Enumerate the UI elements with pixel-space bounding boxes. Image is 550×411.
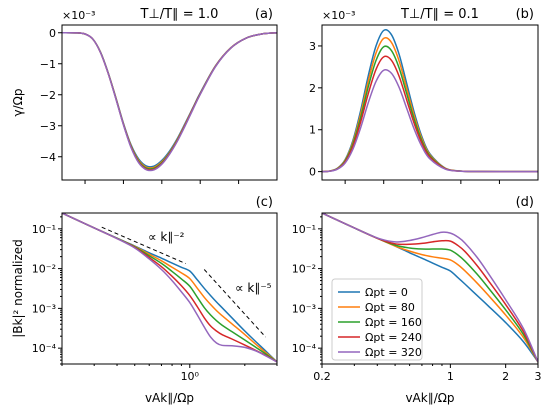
legend-label: Ωpt = 0 (365, 286, 408, 299)
panel-d-xtick-label: 1 (447, 370, 454, 383)
panel-d-ytick-label: 10⁻⁴ (292, 342, 317, 355)
panel-b-title: T⊥/T∥ = 0.1 (400, 7, 479, 22)
panel-c-xtick-label: 10⁰ (181, 370, 200, 383)
panel-d-series-group (322, 213, 538, 363)
panel-d-frame (321, 212, 539, 365)
panel-b-ytick-label: 1 (309, 124, 316, 137)
panel-c-series-line (62, 213, 277, 363)
panel-c: 10⁻¹ 10⁻² 10⁻³ 10⁻⁴ 10⁰ (c) |Bk|² normalized vA… (11, 195, 278, 405)
panel-d-ytick-label: 10⁻³ (292, 302, 316, 315)
panel-a-ytick-label: 0 (49, 27, 56, 40)
panel-c-ylabel: |Bk|² normalized (11, 239, 25, 338)
legend-label: Ωpt = 320 (365, 346, 422, 359)
panel-d-panel-label: (d) (516, 195, 534, 210)
panel-b-series-line (322, 68, 538, 173)
legend-label: Ωpt = 80 (365, 301, 415, 314)
panel-b-y-multiplier: ×10⁻³ (322, 9, 355, 22)
panel-b-ytick-label: 3 (309, 40, 316, 53)
panel-c-series-group (62, 213, 277, 363)
panel-a-y-multiplier: ×10⁻³ (62, 9, 95, 22)
panel-a-series-line (62, 32, 277, 170)
legend-frame (331, 278, 423, 361)
panel-a-series-group (62, 32, 277, 172)
panel-a-ytick-label: −4 (40, 151, 56, 164)
panel-d-legend: Ωpt = 0 Ωpt = 80 Ωpt = 160 Ωpt = 240 Ωpt = 3… (331, 278, 423, 361)
panel-c-panel-label: (c) (256, 195, 273, 210)
panel-c-annotation: ∝ k∥⁻⁵ (235, 281, 272, 295)
panel-b-series-line (322, 37, 538, 173)
panel-b-panel-label: (b) (516, 7, 534, 22)
panel-d-xtick-label: 3 (535, 370, 542, 383)
legend-label: Ωpt = 160 (365, 316, 422, 329)
legend-label: Ωpt = 240 (365, 331, 422, 344)
panel-a-series-line (62, 32, 277, 171)
panel-c-reference-line (203, 269, 267, 338)
panel-b-ytick-label: 0 (309, 166, 316, 179)
panel-a-title: T⊥/T∥ = 1.0 (140, 7, 219, 22)
panel-c-reference-line (101, 226, 186, 265)
panel-b-ytick-label: 2 (309, 82, 316, 95)
panel-b-series-group (322, 29, 538, 173)
panel-a-ytick-label: −2 (40, 89, 56, 102)
panel-d-xtick-label: 0.2 (313, 370, 331, 383)
panel-a-ytick-label: −1 (40, 58, 56, 71)
panel-d-series-line (322, 213, 538, 363)
panel-c-ytick-label: 10⁻³ (32, 302, 56, 315)
panel-c-ytick-label: 10⁻¹ (32, 223, 56, 236)
panel-c-annotation: ∝ k∥⁻² (148, 230, 185, 244)
panel-a: 0 −1 −2 −3 −4 ×10⁻³ T⊥/T∥ = 1.0 (a) γ/Ωp (11, 7, 278, 184)
panel-d-xtick-label: 2 (502, 370, 509, 383)
panel-a-series-line (62, 32, 277, 169)
panel-a-series-line (62, 32, 277, 172)
panel-a-panel-label: (a) (255, 7, 273, 22)
panel-b: 0 1 2 3 ×10⁻³ T⊥/T∥ = 0.1 (b) (309, 7, 539, 184)
panel-c-ytick-label: 10⁻² (32, 263, 56, 276)
panel-d-ytick-label: 10⁻¹ (292, 223, 316, 236)
panel-c-ytick-label: 10⁻⁴ (32, 342, 57, 355)
panel-c-frame (61, 212, 278, 365)
panel-b-frame (321, 24, 539, 181)
panel-b-series-line (322, 29, 538, 173)
panel-a-series-line (62, 32, 277, 168)
panel-a-ytick-label: −3 (40, 120, 56, 133)
panel-a-ylabel: γ/Ωp (11, 89, 25, 117)
panel-d-series-line (322, 213, 538, 363)
panel-d-ytick-label: 10⁻² (292, 263, 316, 276)
panel-a-frame (61, 24, 278, 181)
panel-d-xlabel: vAk∥/Ωp (405, 391, 454, 405)
panel-c-xlabel: vAk∥/Ωp (145, 391, 194, 405)
